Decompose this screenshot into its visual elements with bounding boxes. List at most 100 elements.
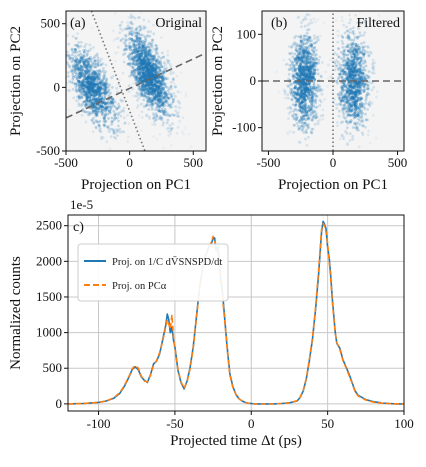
scatter-point <box>87 75 90 79</box>
scatter-point <box>312 72 316 75</box>
scatter-point <box>351 90 354 93</box>
scatter-point <box>95 113 98 117</box>
scatter-point <box>315 61 318 65</box>
scatter-point <box>344 84 348 87</box>
scatter-point <box>104 102 107 106</box>
scatter-point <box>288 63 292 67</box>
scatter-point <box>153 95 156 99</box>
scatter-point <box>143 43 147 46</box>
scatter-point <box>184 94 188 97</box>
scatter-point <box>353 66 356 70</box>
scatter-point <box>103 117 106 121</box>
scatter-point <box>307 125 310 129</box>
scatter-point <box>74 48 78 52</box>
scatter-point <box>146 59 149 63</box>
scatter-point <box>135 31 139 34</box>
scatter-point <box>159 91 163 95</box>
scatter-point <box>359 59 363 63</box>
scatter-point <box>158 79 162 83</box>
scatter-point <box>78 80 81 83</box>
scatter-point <box>362 72 366 76</box>
scatter-point <box>338 109 341 113</box>
scatter-point <box>84 76 88 80</box>
scatter-point <box>346 53 350 57</box>
scatter-point <box>95 120 99 124</box>
scatter-point <box>297 57 301 61</box>
scatter-point <box>154 67 158 71</box>
scatter-point <box>139 40 143 44</box>
scatter-point <box>71 35 75 38</box>
scatter-point <box>300 117 304 121</box>
scatter-point <box>151 98 155 102</box>
scatter-point <box>63 59 66 62</box>
scatter-point <box>298 70 301 73</box>
scatter-point <box>357 82 360 86</box>
scatter-point <box>356 96 360 100</box>
scatter-point <box>353 53 357 57</box>
x-tick-label: 500 <box>184 155 204 170</box>
scatter-point <box>99 84 103 88</box>
scatter-point <box>138 57 141 61</box>
scatter-point <box>101 100 105 104</box>
scatter-point <box>146 85 150 89</box>
scatter-point <box>305 31 309 35</box>
scatter-point <box>347 64 351 68</box>
scatter-point <box>357 98 361 101</box>
scatter-point <box>163 91 167 95</box>
scatter-point <box>296 92 300 96</box>
scatter-point <box>70 80 73 84</box>
scatter-point <box>307 61 311 64</box>
scatter-point <box>355 48 359 51</box>
scatter-point <box>78 68 81 71</box>
scatter-point <box>128 58 132 61</box>
scatter-point <box>150 64 154 68</box>
scatter-point <box>139 79 143 83</box>
scatter-point <box>364 125 367 129</box>
scatter-point <box>299 39 303 43</box>
scatter-point <box>122 109 126 113</box>
scatter-point <box>102 77 106 81</box>
scatter-point <box>144 54 148 57</box>
scatter-point <box>312 46 316 50</box>
scatter-point <box>127 56 131 60</box>
scatter-point <box>342 50 346 54</box>
scatter-point <box>121 71 125 75</box>
scatter-point <box>345 120 348 123</box>
scatter-point <box>364 112 367 116</box>
scatter-point <box>87 99 91 102</box>
x-tick-label: 0 <box>248 416 255 431</box>
scatter-point <box>136 77 140 81</box>
scatter-point <box>110 122 113 126</box>
scatter-point <box>143 72 147 76</box>
scatter-point <box>354 50 358 53</box>
scatter-point <box>313 58 317 62</box>
scatter-point <box>336 34 340 37</box>
scatter-point <box>158 75 162 79</box>
scatter-point <box>149 58 153 62</box>
scatter-point <box>141 75 145 79</box>
scatter-point <box>151 103 155 106</box>
scatter-point <box>134 62 138 66</box>
scatter-point <box>125 48 129 51</box>
scatter-point <box>133 39 137 42</box>
scatter-point <box>137 56 141 60</box>
scatter-point <box>112 129 116 133</box>
scatter-point <box>152 47 156 51</box>
scatter-point <box>114 51 117 55</box>
scatter-point <box>86 86 89 90</box>
scatter-point <box>137 65 141 69</box>
scatter-point <box>166 118 170 122</box>
scatter-point <box>145 66 149 70</box>
scatter-point <box>310 39 313 43</box>
scatter-point <box>157 92 161 95</box>
scatter-point <box>142 51 146 55</box>
scatter-point <box>55 48 58 51</box>
scatter-point <box>96 59 100 62</box>
scatter-point <box>350 63 354 66</box>
scatter-point <box>156 79 160 83</box>
scatter-point <box>357 72 361 76</box>
scatter-point <box>354 107 357 111</box>
scatter-point <box>350 73 354 77</box>
scatter-point <box>370 101 374 105</box>
scatter-point <box>346 29 350 32</box>
